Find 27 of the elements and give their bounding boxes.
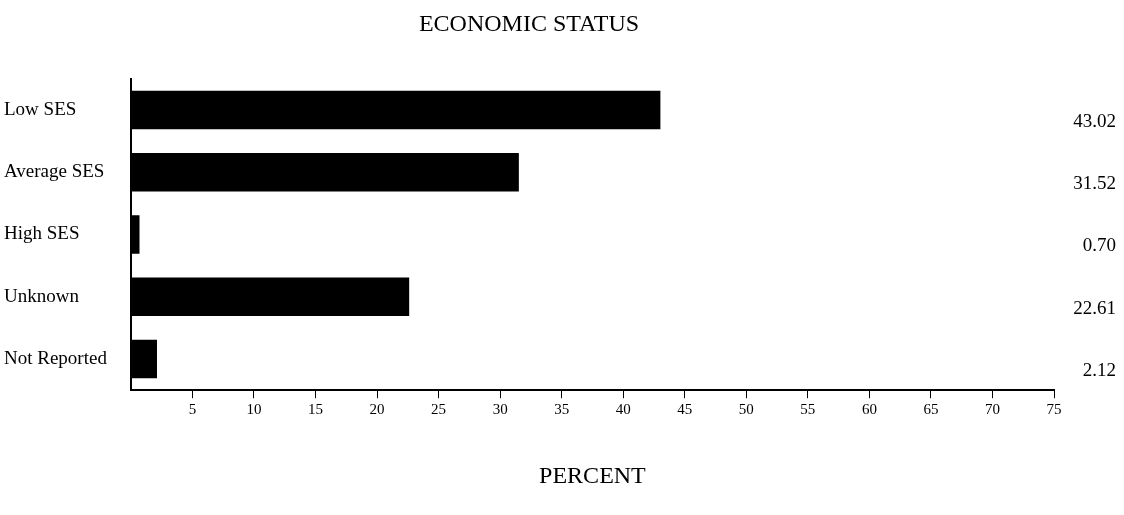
- x-tick-label: 70: [984, 401, 1000, 418]
- x-tick-label: 40: [615, 401, 631, 418]
- x-tick-label: 50: [738, 401, 754, 418]
- x-tick-label: 60: [861, 401, 877, 418]
- x-tick-label: 25: [431, 401, 447, 418]
- x-tick-label: 35: [554, 401, 570, 418]
- x-tick-label: 75: [1046, 401, 1062, 418]
- y-tick-label: High SES: [4, 222, 80, 244]
- y-tick-label: Low SES: [4, 97, 77, 119]
- x-tick-label: 45: [677, 401, 693, 418]
- chart-title: ECONOMIC STATUS: [418, 9, 640, 36]
- y-tick-label: Average SES: [4, 160, 105, 182]
- x-tick-label: 30: [492, 401, 508, 418]
- x-tick-label: 55: [800, 401, 816, 418]
- data-label: 0.70: [1082, 234, 1116, 256]
- x-tick-label: 65: [923, 401, 939, 418]
- x-tick-label: 20: [369, 401, 385, 418]
- data-label: 31.52: [1073, 172, 1116, 194]
- y-tick-label: Not Reported: [4, 347, 108, 369]
- data-label: 2.12: [1082, 359, 1116, 381]
- x-tick-label: 15: [308, 401, 324, 418]
- x-tick-label: 5: [188, 401, 197, 418]
- y-tick-label: Unknown: [4, 284, 80, 306]
- x-axis-title: PERCENT: [539, 461, 647, 488]
- data-label: 22.61: [1073, 296, 1116, 318]
- data-label: 43.02: [1073, 109, 1116, 131]
- x-tick-label: 10: [246, 401, 262, 418]
